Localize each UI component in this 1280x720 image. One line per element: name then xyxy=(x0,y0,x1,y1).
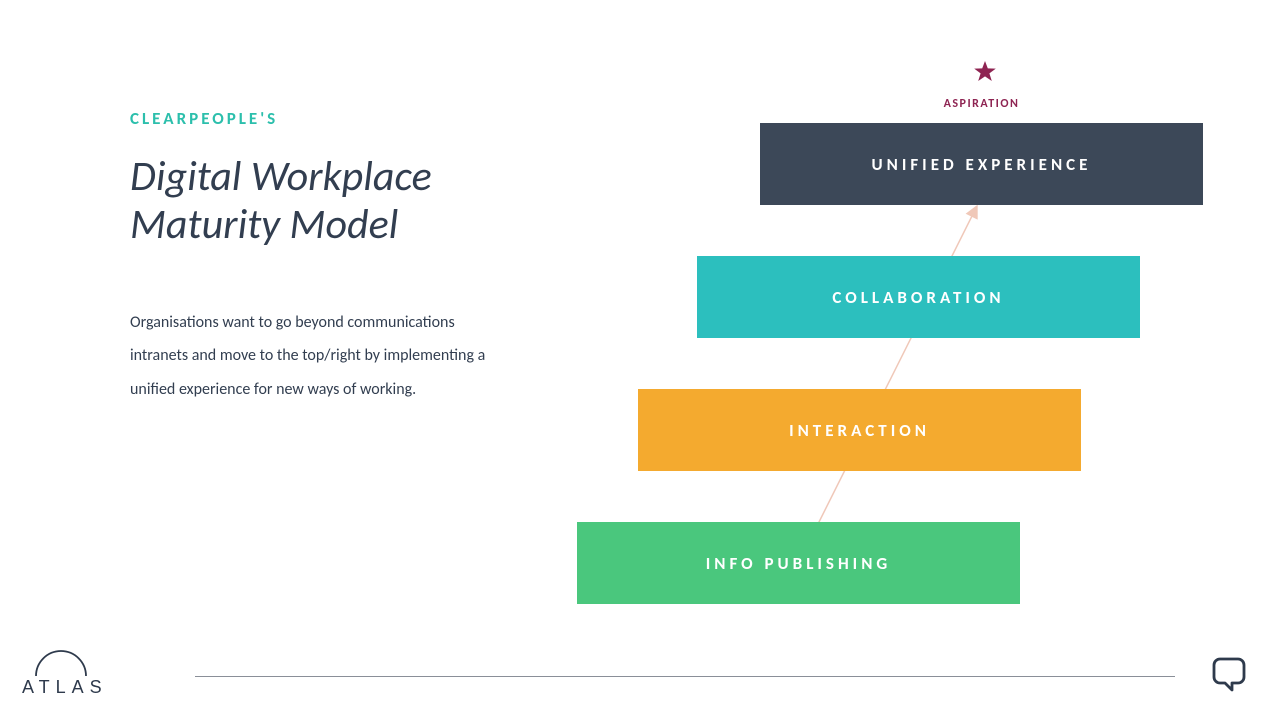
stage-box-0: UNIFIED EXPERIENCE xyxy=(760,123,1203,205)
stage-box-3: INFO PUBLISHING xyxy=(577,522,1020,604)
subtitle: CLEARPEOPLE'S xyxy=(130,108,510,129)
atlas-logo: ATLAS xyxy=(19,649,114,702)
stage-box-2: INTERACTION xyxy=(638,389,1081,471)
stage-box-1: COLLABORATION xyxy=(697,256,1140,338)
chat-icon xyxy=(1208,653,1250,700)
title-line-1: Digital Workplace xyxy=(130,151,432,202)
title-line-2: Maturity Model xyxy=(130,199,398,250)
svg-text:ATLAS: ATLAS xyxy=(22,677,108,697)
footer-line xyxy=(195,676,1175,677)
description-text: Organisations want to go beyond communic… xyxy=(130,306,510,407)
maturity-diagram: ASPIRATION UNIFIED EXPERIENCECOLLABORATI… xyxy=(575,55,1215,615)
page-title: Digital Workplace Maturity Model xyxy=(130,153,510,250)
